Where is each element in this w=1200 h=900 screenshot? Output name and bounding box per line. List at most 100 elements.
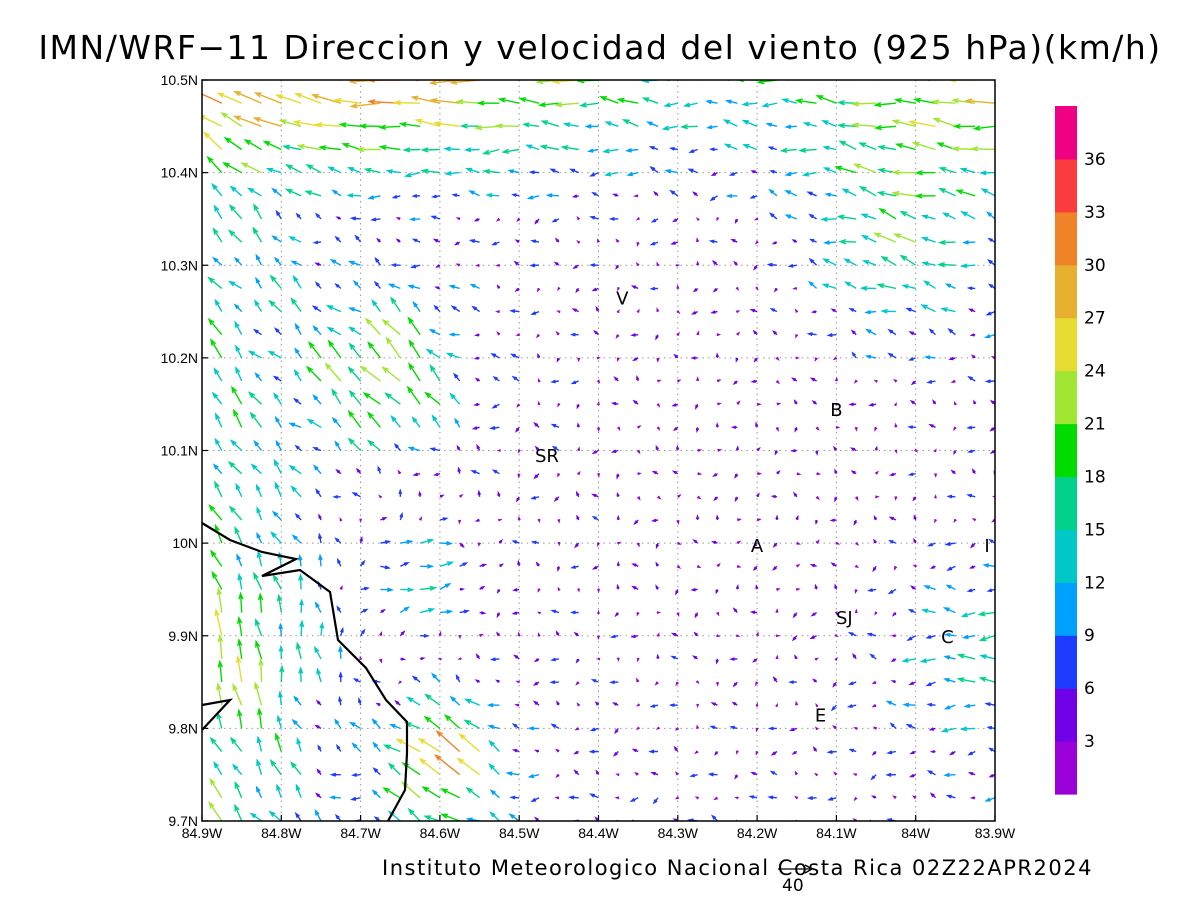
wind-arrow bbox=[937, 239, 956, 246]
wind-arrow bbox=[514, 287, 520, 292]
wind-arrow bbox=[578, 102, 599, 108]
wind-arrow bbox=[794, 427, 798, 433]
wind-arrow bbox=[313, 645, 322, 660]
wind-arrow bbox=[557, 519, 561, 524]
wind-arrow bbox=[834, 496, 838, 503]
wind-arrow bbox=[255, 253, 263, 266]
wind-arrow bbox=[766, 262, 777, 267]
wind-arrow bbox=[550, 609, 560, 614]
wind-arrow bbox=[905, 307, 916, 313]
wind-arrow bbox=[736, 540, 742, 545]
wind-arrow bbox=[765, 122, 778, 127]
wind-arrow bbox=[526, 195, 540, 200]
wind-arrow bbox=[202, 495, 203, 497]
wind-arrow bbox=[709, 147, 718, 152]
wind-arrow bbox=[616, 560, 620, 567]
wind-arrow bbox=[675, 589, 679, 596]
wind-arrow bbox=[202, 795, 203, 798]
wind-arrow bbox=[395, 738, 421, 753]
wind-arrow bbox=[299, 598, 304, 613]
wind-arrow bbox=[530, 310, 540, 315]
wind-arrow bbox=[202, 102, 203, 104]
wind-arrow bbox=[253, 203, 263, 220]
x-tick-label: 84.8W bbox=[261, 825, 302, 841]
wind-arrow bbox=[791, 750, 798, 755]
wind-arrow bbox=[276, 593, 283, 613]
wind-arrow bbox=[457, 657, 462, 660]
wind-arrow bbox=[423, 715, 441, 729]
wind-arrow bbox=[527, 773, 540, 779]
wind-arrow bbox=[202, 380, 203, 381]
wind-arrow bbox=[270, 530, 282, 544]
wind-arrow bbox=[571, 194, 579, 198]
wind-arrow bbox=[202, 680, 203, 683]
wind-arrow bbox=[432, 238, 441, 243]
wind-arrow bbox=[271, 510, 282, 521]
wind-arrow bbox=[491, 403, 500, 409]
wind-arrow bbox=[636, 612, 640, 617]
wind-arrow bbox=[911, 141, 936, 151]
wind-arrow bbox=[894, 422, 898, 428]
wind-arrow bbox=[517, 631, 521, 637]
wind-arrow bbox=[712, 287, 718, 293]
wind-arrow bbox=[912, 795, 917, 800]
wind-arrow bbox=[737, 518, 742, 522]
wind-arrow bbox=[610, 449, 619, 453]
wind-arrow bbox=[960, 211, 976, 220]
wind-arrow bbox=[649, 241, 659, 246]
wind-arrow bbox=[824, 192, 837, 197]
wind-arrow bbox=[339, 585, 343, 590]
wind-arrow bbox=[775, 654, 779, 660]
wind-arrow bbox=[690, 587, 698, 592]
wind-arrow bbox=[310, 93, 341, 104]
wind-arrow bbox=[956, 653, 976, 660]
wind-arrow bbox=[202, 472, 203, 474]
wind-arrow bbox=[434, 286, 441, 290]
wind-arrow bbox=[741, 119, 758, 127]
wind-arrow bbox=[351, 492, 361, 498]
wind-arrow bbox=[334, 718, 342, 729]
wind-arrow bbox=[334, 80, 341, 81]
wind-arrow bbox=[411, 238, 421, 243]
wind-arrow bbox=[557, 586, 561, 591]
wind-arrow bbox=[454, 241, 461, 246]
wind-arrow bbox=[575, 681, 580, 686]
wind-arrow bbox=[617, 541, 622, 545]
wind-arrow bbox=[986, 588, 995, 593]
wind-arrow bbox=[749, 195, 758, 199]
wind-arrow bbox=[755, 584, 759, 590]
wind-arrow bbox=[435, 730, 461, 753]
wind-arrow bbox=[909, 750, 916, 755]
wind-arrow bbox=[596, 657, 601, 661]
wind-arrow bbox=[424, 693, 441, 706]
wind-arrow bbox=[208, 504, 223, 521]
wind-arrow bbox=[314, 724, 322, 730]
wind-arrow bbox=[294, 444, 302, 452]
wind-arrow bbox=[712, 473, 718, 478]
wind-arrow bbox=[326, 326, 342, 336]
wind-arrow bbox=[655, 726, 660, 730]
wind-arrow bbox=[453, 372, 461, 382]
wind-arrow bbox=[614, 796, 620, 800]
wind-arrow bbox=[655, 444, 660, 451]
wind-arrow bbox=[888, 540, 897, 544]
wind-arrow bbox=[527, 726, 540, 731]
wind-arrow bbox=[687, 168, 698, 174]
wind-arrow bbox=[750, 170, 758, 174]
wind-arrow bbox=[716, 333, 722, 337]
wind-arrow bbox=[314, 281, 322, 289]
wind-arrow bbox=[695, 514, 700, 521]
wind-arrow bbox=[490, 353, 500, 359]
x-tick-label: 84.6W bbox=[420, 825, 461, 841]
wind-arrow bbox=[532, 700, 540, 706]
wind-arrow bbox=[950, 469, 956, 475]
wind-arrow bbox=[673, 745, 679, 752]
wind-arrow bbox=[711, 540, 718, 545]
wind-arrow bbox=[982, 563, 995, 568]
wind-arrow bbox=[650, 218, 659, 223]
wind-arrow bbox=[933, 448, 937, 453]
wind-arrow bbox=[736, 634, 741, 637]
wind-arrow bbox=[713, 496, 719, 502]
wind-arrow bbox=[616, 357, 620, 363]
